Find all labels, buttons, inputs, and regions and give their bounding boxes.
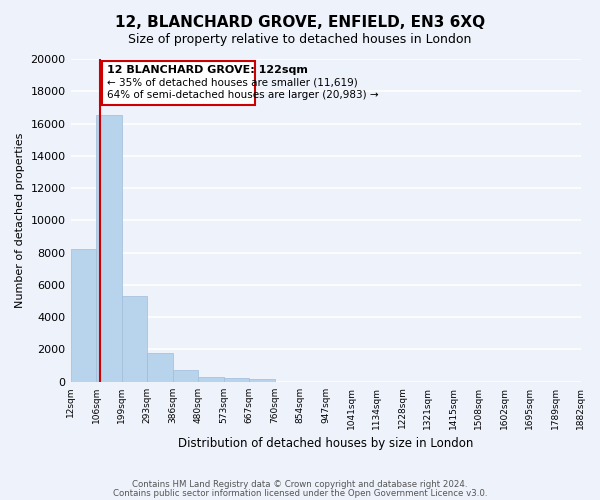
X-axis label: Distribution of detached houses by size in London: Distribution of detached houses by size …: [178, 437, 473, 450]
Text: 12 BLANCHARD GROVE: 122sqm: 12 BLANCHARD GROVE: 122sqm: [107, 64, 308, 74]
Y-axis label: Number of detached properties: Number of detached properties: [15, 132, 25, 308]
Text: Contains HM Land Registry data © Crown copyright and database right 2024.: Contains HM Land Registry data © Crown c…: [132, 480, 468, 489]
Bar: [96, 116, 122, 382]
Text: ← 35% of detached houses are smaller (11,619): ← 35% of detached houses are smaller (11…: [107, 78, 358, 88]
Text: 64% of semi-detached houses are larger (20,983) →: 64% of semi-detached houses are larger (…: [107, 90, 379, 100]
Bar: [224, 378, 249, 382]
Bar: [71, 250, 96, 382]
Bar: [147, 354, 173, 382]
Bar: [122, 296, 147, 382]
Bar: [173, 370, 198, 382]
Text: 12, BLANCHARD GROVE, ENFIELD, EN3 6XQ: 12, BLANCHARD GROVE, ENFIELD, EN3 6XQ: [115, 15, 485, 30]
Text: Contains public sector information licensed under the Open Government Licence v3: Contains public sector information licen…: [113, 488, 487, 498]
Bar: [198, 377, 224, 382]
Text: Size of property relative to detached houses in London: Size of property relative to detached ho…: [128, 32, 472, 46]
Bar: [249, 380, 275, 382]
FancyBboxPatch shape: [102, 62, 254, 105]
